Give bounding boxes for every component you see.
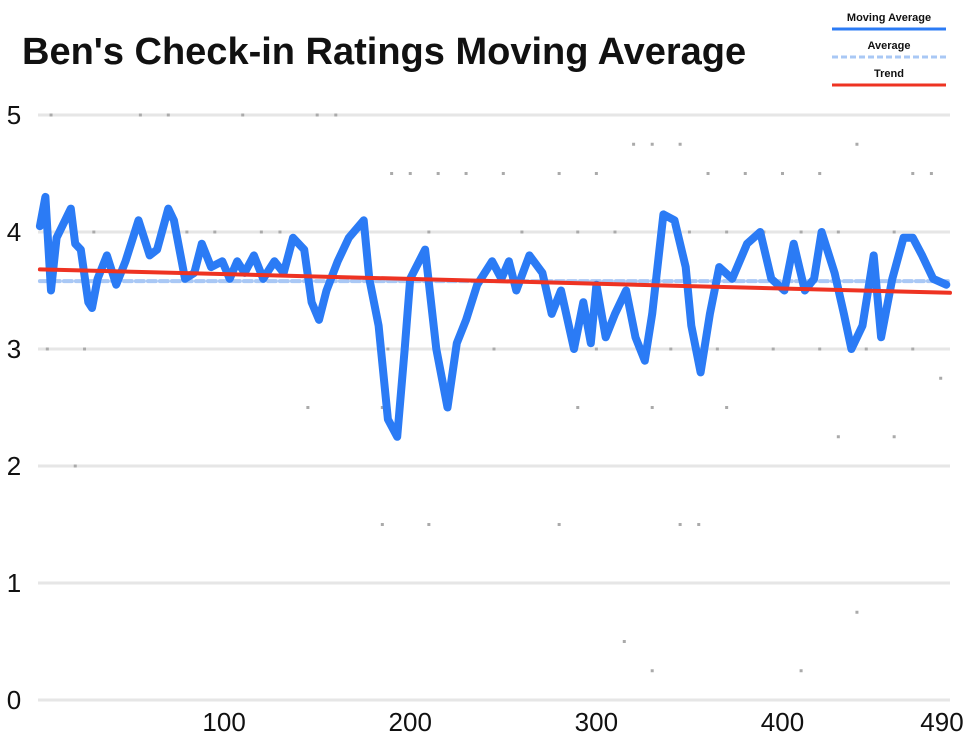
rating-point [557,523,561,526]
rating-point [259,230,263,234]
rating-point [594,347,598,351]
rating-point [390,172,394,175]
rating-point [799,230,803,234]
rating-point [334,113,338,117]
rating-point [138,113,142,117]
rating-point [725,406,729,409]
rating-point [576,406,580,409]
rating-point [613,230,617,234]
rating-point [855,610,859,614]
legend-label: Trend [874,68,904,80]
legend-label: Average [867,40,910,52]
rating-point [697,523,701,526]
rating-point [520,230,524,234]
rating-point [855,142,859,146]
rating-point [706,172,710,175]
rating-point [185,230,189,234]
series-line [37,267,952,295]
x-tick-label: 100 [202,707,245,737]
rating-point [315,113,319,117]
rating-point [49,113,53,117]
rating-point [380,523,384,526]
y-tick-label: 5 [7,100,21,130]
rating-point [464,172,468,175]
rating-point [632,142,636,146]
rating-point [929,172,933,175]
rating-point [380,406,384,409]
rating-point [818,347,822,351]
y-tick-label: 2 [7,451,21,481]
x-tick-label: 400 [761,707,804,737]
y-tick-label: 0 [7,685,21,715]
rating-point [241,113,245,117]
rating-point [725,230,729,234]
rating-point [427,230,431,234]
rating-point [650,669,654,673]
series-line [35,192,951,441]
rating-point [622,640,626,643]
rating-point [836,230,840,234]
x-tick-label: 490 [920,707,963,737]
chart-title: Ben's Check-in Ratings Moving Average [22,31,746,73]
rating-point [83,347,87,351]
rating-point [939,376,943,380]
rating-point [678,523,682,526]
y-tick-label: 1 [7,568,21,598]
rating-point [669,347,673,351]
rating-point [743,172,747,175]
rating-point [492,347,496,351]
rating-point [594,172,598,175]
rating-point [213,230,217,234]
rating-point [650,142,654,146]
x-tick-label: 300 [575,707,618,737]
rating-point [557,172,561,175]
rating-point [780,172,784,175]
rating-point [892,230,896,234]
rating-point [836,435,840,439]
rating-point [73,464,77,468]
rating-point [818,172,822,175]
rating-point [436,172,440,175]
rating-point [715,347,719,351]
rating-point [501,172,505,175]
rating-point [306,406,310,409]
rating-point [386,347,390,351]
rating-point [278,230,282,234]
rating-point [911,172,915,175]
rating-point [771,347,775,351]
x-tick-label: 200 [389,707,432,737]
rating-point [92,230,96,234]
rating-point [687,230,691,234]
rating-point [864,347,868,351]
rating-point [408,172,412,175]
y-tick-label: 4 [7,217,21,247]
rating-point [427,523,431,526]
rating-point [799,669,803,673]
legend-label: Moving Average [847,12,931,24]
rating-point [166,113,170,117]
rating-point [678,142,682,146]
rating-point [45,347,49,351]
rating-point [576,230,580,234]
y-tick-label: 3 [7,334,21,364]
rating-point [911,347,915,351]
rating-point [892,435,896,439]
rating-point [650,406,654,409]
